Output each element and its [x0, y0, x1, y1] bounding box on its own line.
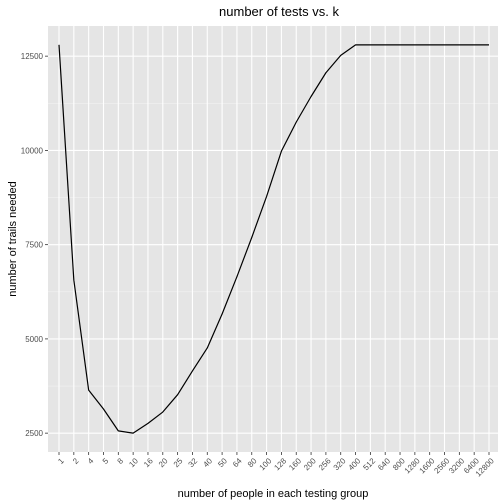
- x-axis-ticks: 1 2 4 5 8 10 16 20 25 32 40 50 64 80 100 128 160 200 256 32…: [56, 452, 496, 479]
- x-tick-label: 100: [258, 456, 274, 472]
- x-tick-label: 1: [56, 456, 66, 466]
- x-tick-label: 160: [287, 456, 303, 472]
- x-tick-label: 20: [157, 456, 170, 469]
- x-tick-label: 3200: [447, 456, 466, 475]
- x-tick-label: 640: [376, 456, 392, 472]
- x-tick-label: 128: [272, 456, 288, 472]
- chart-title: number of tests vs. k: [219, 4, 339, 19]
- x-tick-label: 400: [347, 456, 363, 472]
- y-tick-label: 10000: [21, 146, 44, 155]
- x-tick-label: 256: [317, 456, 333, 472]
- x-tick-label: 320: [332, 456, 348, 472]
- major-gridlines: [48, 26, 498, 452]
- x-tick-label: 1280: [403, 456, 422, 475]
- plot-panel: [48, 26, 498, 452]
- y-tick-label: 5000: [25, 335, 43, 344]
- y-axis-ticks: 2500 5000 7500 10000 12500: [21, 52, 48, 438]
- x-tick-label: 8: [116, 456, 126, 466]
- x-tick-label: 4: [86, 456, 96, 466]
- x-tick-label: 25: [172, 456, 185, 469]
- y-tick-label: 2500: [25, 429, 43, 438]
- x-tick-label: 5: [101, 456, 111, 466]
- x-tick-label: 1600: [418, 456, 437, 475]
- x-tick-label: 50: [216, 456, 229, 469]
- series-line: [58, 44, 489, 434]
- series-layer: [58, 44, 489, 434]
- x-tick-label: 2560: [432, 456, 451, 475]
- x-tick-label: 32: [187, 456, 200, 469]
- minor-gridlines: [48, 102, 498, 387]
- x-tick-label: 40: [201, 456, 214, 469]
- y-tick-label: 7500: [25, 241, 43, 250]
- x-tick-label: 512: [361, 456, 377, 472]
- x-tick-label: 80: [246, 456, 259, 469]
- x-tick-label: 16: [142, 456, 155, 469]
- x-axis-title: number of people in each testing group: [178, 488, 369, 500]
- y-tick-label: 12500: [21, 52, 44, 61]
- x-tick-label: 200: [302, 456, 318, 472]
- x-tick-label: 64: [231, 456, 244, 469]
- x-tick-label: 10: [127, 456, 140, 469]
- x-tick-label: 2: [71, 456, 81, 466]
- y-axis-title: number of trails needed: [7, 181, 19, 297]
